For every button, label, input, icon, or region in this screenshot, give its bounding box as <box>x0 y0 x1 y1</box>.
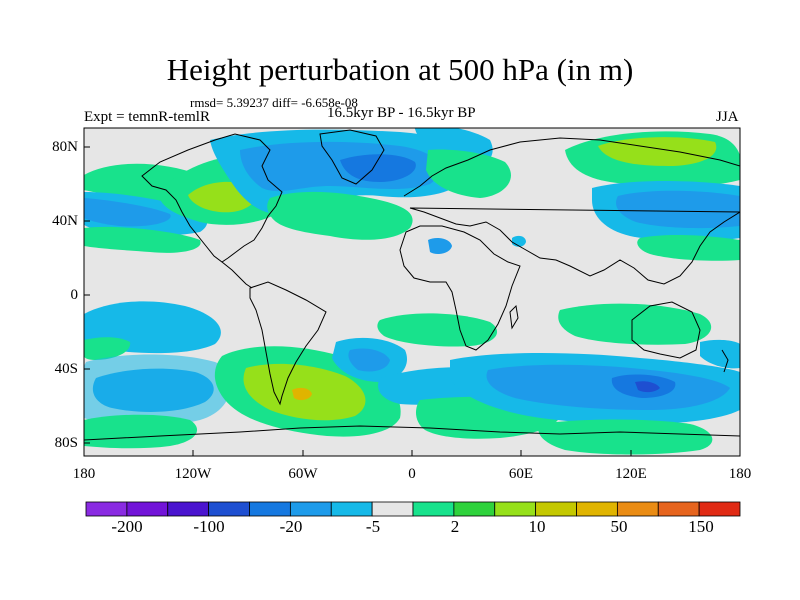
colorbar-swatch <box>453 501 496 517</box>
colorbar-swatch <box>576 501 618 517</box>
coastlines <box>84 129 740 441</box>
coastline-madagascar <box>509 304 519 330</box>
experiment-label: Expt = temnR-temlR <box>84 109 210 125</box>
anomaly-positive-region <box>84 226 201 253</box>
coastline-greenland <box>319 129 385 185</box>
colorbar-label: 150 <box>688 517 714 536</box>
lon-tick-label: 180 <box>72 466 96 482</box>
lon-tick-label: 120E <box>615 466 647 482</box>
colorbar <box>85 501 741 517</box>
coastline-north-america <box>141 133 283 263</box>
colorbar-label: -5 <box>365 517 381 536</box>
rmsd-stats: rmsd= 5.39237 diff= -6.658e-08 <box>190 95 358 110</box>
anomaly-positive-region <box>84 414 198 449</box>
colorbar-label: 2 <box>450 517 460 536</box>
anomaly-negative-region <box>486 364 730 410</box>
colorbar-swatch <box>167 501 210 517</box>
lon-tick-label: 120W <box>174 466 212 482</box>
colorbar-swatch <box>698 501 741 517</box>
anomaly-positive-region <box>538 419 713 455</box>
lon-tick-label: 60W <box>288 466 318 482</box>
anomaly-negative-region <box>84 354 231 427</box>
lat-tick-label: 40N <box>52 213 78 229</box>
season-label: JJA <box>716 109 739 125</box>
coastline-eurasia <box>403 137 740 285</box>
lat-tick-label: 80S <box>54 435 78 451</box>
colorbar-label: 50 <box>610 517 628 536</box>
colorbar-swatch <box>657 501 700 517</box>
anomaly-positive-region <box>292 387 312 401</box>
colorbar-label: -200 <box>111 517 143 536</box>
axis-ticks <box>83 146 741 456</box>
anomaly-positive-region <box>84 337 131 360</box>
anomaly-negative-region <box>616 190 740 229</box>
colorbar-swatch <box>249 501 291 517</box>
anomaly-positive-region <box>637 234 740 261</box>
lat-tick-label: 0 <box>70 287 79 303</box>
lat-tick-label: 40S <box>54 361 78 377</box>
anomaly-negative-region <box>84 198 171 227</box>
anomaly-negative-region <box>635 381 660 393</box>
anomaly-positive-region <box>377 313 498 347</box>
colorbar-swatch <box>535 501 577 517</box>
lon-tick-label: 60E <box>508 466 534 482</box>
coastline-australia <box>631 301 701 359</box>
colorbar-swatch <box>85 501 128 517</box>
coastline-new-zealand <box>721 349 729 373</box>
anomaly-negative-region <box>348 348 390 372</box>
colorbar-label: -20 <box>279 517 303 536</box>
anomaly-negative-region <box>700 339 740 369</box>
coastline-africa <box>399 225 521 351</box>
colorbar-swatch <box>371 501 414 517</box>
colorbar-swatch <box>208 501 250 517</box>
map-field <box>84 128 740 456</box>
period-label: 16.5kyr BP - 16.5kyr BP <box>327 105 476 121</box>
anomaly-positive-region <box>267 191 413 240</box>
coastline-south-america <box>249 281 327 406</box>
anomaly-negative-region <box>428 238 452 254</box>
colorbar-swatch <box>289 501 332 517</box>
colorbar-swatch <box>330 501 373 517</box>
colorbar-swatch <box>616 501 659 517</box>
anomaly-positive-region <box>426 149 511 198</box>
coastline-central-america <box>221 261 253 289</box>
coastline-antarctica <box>84 425 740 441</box>
lon-tick-label: 0 <box>408 466 416 482</box>
colorbar-label: -100 <box>193 517 225 536</box>
colorbar-swatch <box>412 501 455 517</box>
lon-tick-label: 180 <box>728 466 752 482</box>
colorbar-swatch <box>126 501 169 517</box>
colorbar-swatch <box>494 501 537 517</box>
anomaly-positive-region <box>558 303 712 345</box>
lat-tick-label: 80N <box>52 139 78 155</box>
map-title: Height perturbation at 500 hPa (in m) <box>166 52 634 87</box>
anomaly-negative-region <box>340 154 416 182</box>
colorbar-label: 10 <box>528 517 546 536</box>
